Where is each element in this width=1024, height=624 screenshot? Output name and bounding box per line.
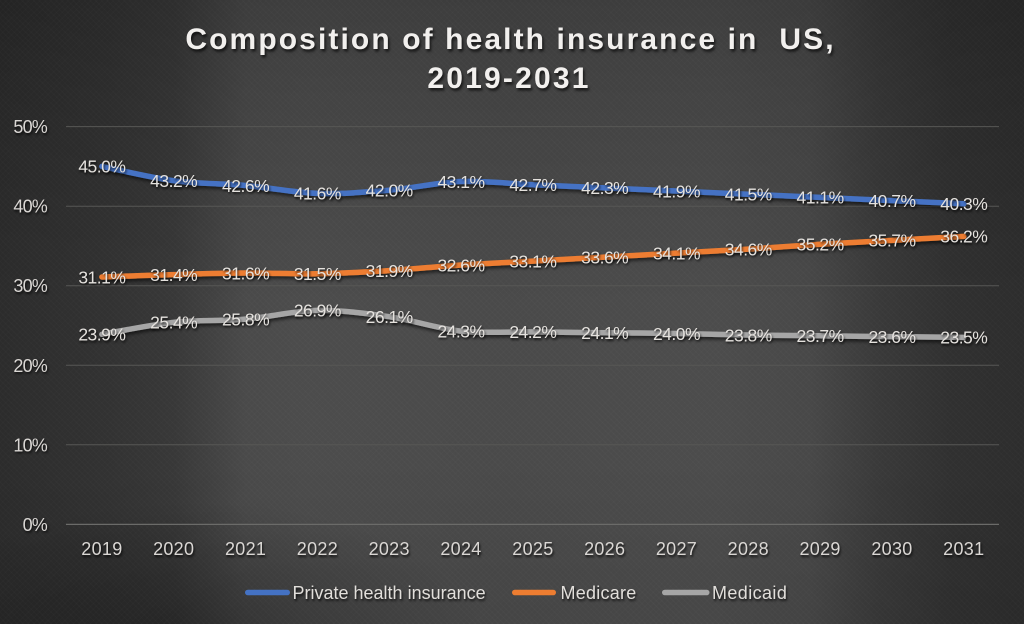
svg-text:43.1%: 43.1% — [437, 172, 484, 192]
svg-text:34.1%: 34.1% — [653, 243, 700, 263]
svg-text:23.7%: 23.7% — [797, 326, 844, 346]
svg-text:23.8%: 23.8% — [725, 325, 772, 345]
svg-text:50%: 50% — [13, 117, 47, 137]
svg-text:25.4%: 25.4% — [150, 313, 197, 333]
svg-text:32.6%: 32.6% — [437, 255, 484, 275]
svg-text:2027: 2027 — [656, 539, 697, 559]
svg-text:33.1%: 33.1% — [509, 251, 556, 271]
svg-text:24.3%: 24.3% — [437, 321, 484, 341]
svg-text:35.2%: 35.2% — [797, 235, 844, 255]
svg-text:24.0%: 24.0% — [653, 324, 700, 344]
svg-text:43.2%: 43.2% — [150, 171, 197, 191]
svg-text:23.5%: 23.5% — [940, 328, 987, 348]
svg-text:23.6%: 23.6% — [868, 327, 915, 347]
svg-text:40.3%: 40.3% — [940, 194, 987, 214]
svg-text:42.0%: 42.0% — [366, 181, 413, 201]
svg-text:2022: 2022 — [297, 539, 338, 559]
svg-text:2019: 2019 — [81, 539, 122, 559]
svg-text:2030: 2030 — [871, 539, 912, 559]
svg-text:26.1%: 26.1% — [366, 307, 413, 327]
svg-text:2024: 2024 — [440, 539, 481, 559]
svg-text:20%: 20% — [13, 356, 47, 376]
svg-text:Medicaid: Medicaid — [712, 583, 787, 603]
svg-text:2025: 2025 — [512, 539, 553, 559]
svg-text:25.8%: 25.8% — [222, 309, 269, 329]
svg-text:42.3%: 42.3% — [581, 178, 628, 198]
svg-text:41.1%: 41.1% — [797, 188, 844, 208]
svg-text:30%: 30% — [13, 276, 47, 296]
svg-text:2026: 2026 — [584, 539, 625, 559]
svg-text:36.2%: 36.2% — [940, 227, 987, 247]
svg-text:35.7%: 35.7% — [868, 231, 915, 251]
svg-text:2020: 2020 — [153, 539, 194, 559]
svg-text:2028: 2028 — [728, 539, 769, 559]
svg-text:31.1%: 31.1% — [78, 267, 125, 287]
svg-text:42.6%: 42.6% — [222, 176, 269, 196]
svg-text:42.7%: 42.7% — [509, 175, 556, 195]
svg-text:24.2%: 24.2% — [509, 322, 556, 342]
svg-text:41.9%: 41.9% — [653, 181, 700, 201]
svg-text:45.0%: 45.0% — [78, 157, 125, 177]
svg-text:Medicare: Medicare — [561, 583, 637, 603]
svg-text:41.5%: 41.5% — [725, 185, 772, 205]
svg-text:34.6%: 34.6% — [725, 239, 772, 259]
svg-text:31.6%: 31.6% — [222, 263, 269, 283]
svg-text:2023: 2023 — [369, 539, 410, 559]
svg-text:10%: 10% — [13, 435, 47, 455]
svg-text:40.7%: 40.7% — [868, 191, 915, 211]
svg-text:31.5%: 31.5% — [294, 264, 341, 284]
svg-text:2029: 2029 — [799, 539, 840, 559]
svg-text:41.6%: 41.6% — [294, 184, 341, 204]
svg-text:2021: 2021 — [225, 539, 266, 559]
svg-text:33.6%: 33.6% — [581, 247, 628, 267]
svg-text:31.4%: 31.4% — [150, 265, 197, 285]
svg-text:2031: 2031 — [943, 539, 984, 559]
svg-text:40%: 40% — [13, 197, 47, 217]
svg-text:24.1%: 24.1% — [581, 323, 628, 343]
svg-text:0%: 0% — [23, 515, 48, 535]
svg-text:31.9%: 31.9% — [366, 261, 413, 281]
svg-text:23.9%: 23.9% — [78, 325, 125, 345]
svg-text:Private health insurance: Private health insurance — [293, 583, 486, 603]
svg-text:26.9%: 26.9% — [294, 301, 341, 321]
